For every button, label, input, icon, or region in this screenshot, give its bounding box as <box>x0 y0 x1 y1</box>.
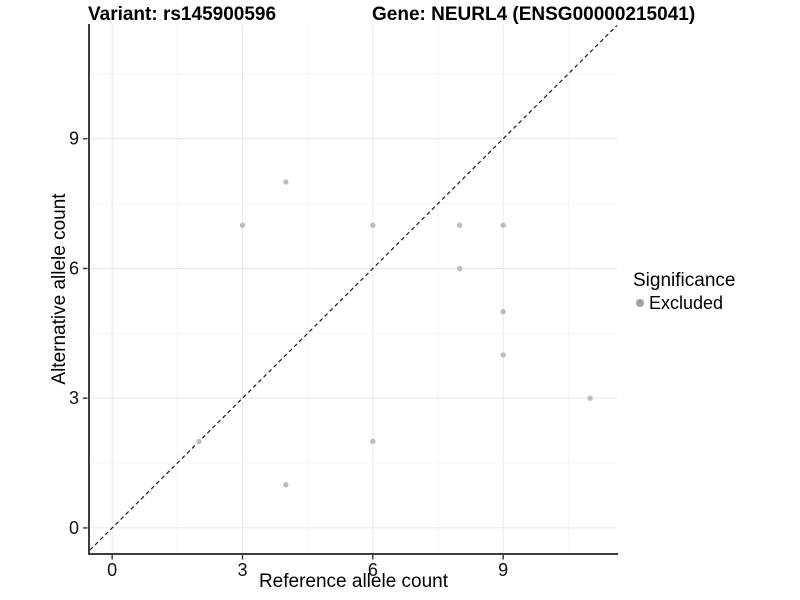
legend-item-label: Excluded <box>649 293 724 313</box>
data-point <box>239 222 246 228</box>
data-point <box>196 438 202 445</box>
data-point <box>283 482 289 488</box>
x-tick-label: 9 <box>498 560 508 580</box>
data-point <box>500 222 506 228</box>
y-tick-label: 3 <box>69 388 79 408</box>
x-tick-label: 3 <box>237 560 247 580</box>
identity-line <box>89 25 618 551</box>
legend-item-excluded: Excluded <box>633 293 735 313</box>
data-point <box>457 265 463 272</box>
data-point <box>283 179 289 185</box>
legend: Significance Excluded <box>633 270 735 313</box>
data-point <box>587 395 593 401</box>
data-point <box>500 352 506 358</box>
x-axis-title: Reference allele count <box>258 571 449 592</box>
legend-point-icon <box>636 299 644 307</box>
x-tick-label: 6 <box>368 560 378 580</box>
y-tick-label: 0 <box>69 518 79 538</box>
y-tick-label: 9 <box>69 129 79 149</box>
data-point <box>457 222 463 228</box>
y-tick-label: 6 <box>69 258 79 278</box>
y-axis-title: Alternative allele count <box>49 193 70 385</box>
plot-title-variant: Variant: rs145900596 <box>88 4 277 25</box>
data-point <box>370 222 376 228</box>
plot-title-gene: Gene: NEURL4 (ENSG00000215041) <box>372 4 696 25</box>
x-tick-label: 0 <box>107 560 117 580</box>
data-point <box>370 438 376 445</box>
legend-title: Significance <box>633 270 736 291</box>
data-point <box>500 309 506 315</box>
